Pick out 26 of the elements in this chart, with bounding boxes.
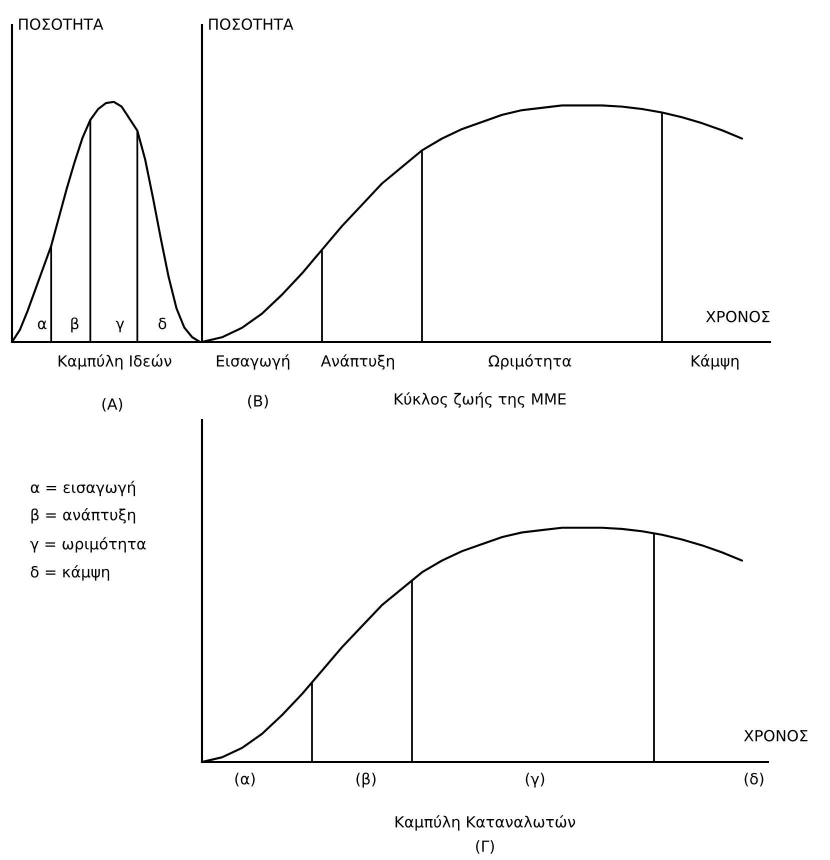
text: Ανάπτυξη xyxy=(320,354,394,370)
text: (δ) xyxy=(744,772,764,786)
text: (Α) xyxy=(102,398,122,412)
x-axis-title: Καμπύλη Ιδεών xyxy=(58,354,172,370)
text: Κάμψη xyxy=(692,354,738,370)
x-axis-title: Κύκλος ζωής της ΜΜΕ xyxy=(394,392,566,408)
text: β = ανάπτυξη xyxy=(31,508,136,524)
text: Εισαγωγή xyxy=(216,354,290,370)
annotation: γ xyxy=(116,320,124,332)
text: Ωριμότητα xyxy=(488,354,572,370)
text: δ = κάμψη xyxy=(30,565,110,581)
text: (Γ) xyxy=(476,840,494,854)
annotation: β xyxy=(71,317,78,332)
text: (β) xyxy=(356,772,376,788)
text: α = εισαγωγή xyxy=(30,480,136,496)
text: (γ) xyxy=(526,772,544,788)
annotation: δ xyxy=(158,318,166,330)
text: γ = ωριμότητα xyxy=(30,537,146,553)
annotation: α xyxy=(38,320,46,330)
text: (α) xyxy=(235,772,255,786)
annotation: ΧΡΟΝΟΣ xyxy=(744,730,808,742)
x-axis-title: Καμπύλη Καταναλωτών xyxy=(396,815,576,831)
annotation: ΧΡΟΝΟΣ xyxy=(706,310,770,322)
text: (Β) xyxy=(248,394,268,408)
y-axis-title: ΠΟΣΟΤΗΤΑ xyxy=(19,18,104,30)
y-axis-title: ΠΟΣΟΤΗΤΑ xyxy=(209,18,294,30)
